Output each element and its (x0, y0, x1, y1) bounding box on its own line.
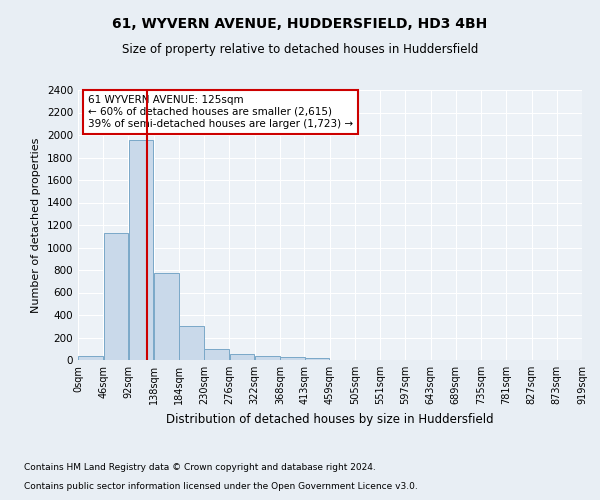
Bar (78, 356, 103, 360)
Bar (129, 140, 154, 360)
Bar (280, 357, 305, 360)
Bar (255, 356, 280, 360)
Text: Contains public sector information licensed under the Open Government Licence v3: Contains public sector information licen… (24, 482, 418, 491)
Text: Contains HM Land Registry data © Crown copyright and database right 2024.: Contains HM Land Registry data © Crown c… (24, 464, 376, 472)
Y-axis label: Number of detached properties: Number of detached properties (31, 138, 41, 312)
Bar (154, 273, 179, 360)
Text: 61, WYVERN AVENUE, HUDDERSFIELD, HD3 4BH: 61, WYVERN AVENUE, HUDDERSFIELD, HD3 4BH (112, 18, 488, 32)
Text: 61 WYVERN AVENUE: 125sqm
← 60% of detached houses are smaller (2,615)
39% of sem: 61 WYVERN AVENUE: 125sqm ← 60% of detach… (88, 96, 353, 128)
Text: Size of property relative to detached houses in Huddersfield: Size of property relative to detached ho… (122, 42, 478, 56)
Bar (305, 358, 329, 360)
X-axis label: Distribution of detached houses by size in Huddersfield: Distribution of detached houses by size … (166, 412, 494, 426)
Bar (104, 233, 128, 360)
Bar (205, 349, 229, 360)
Bar (230, 354, 254, 360)
Bar (179, 326, 204, 360)
